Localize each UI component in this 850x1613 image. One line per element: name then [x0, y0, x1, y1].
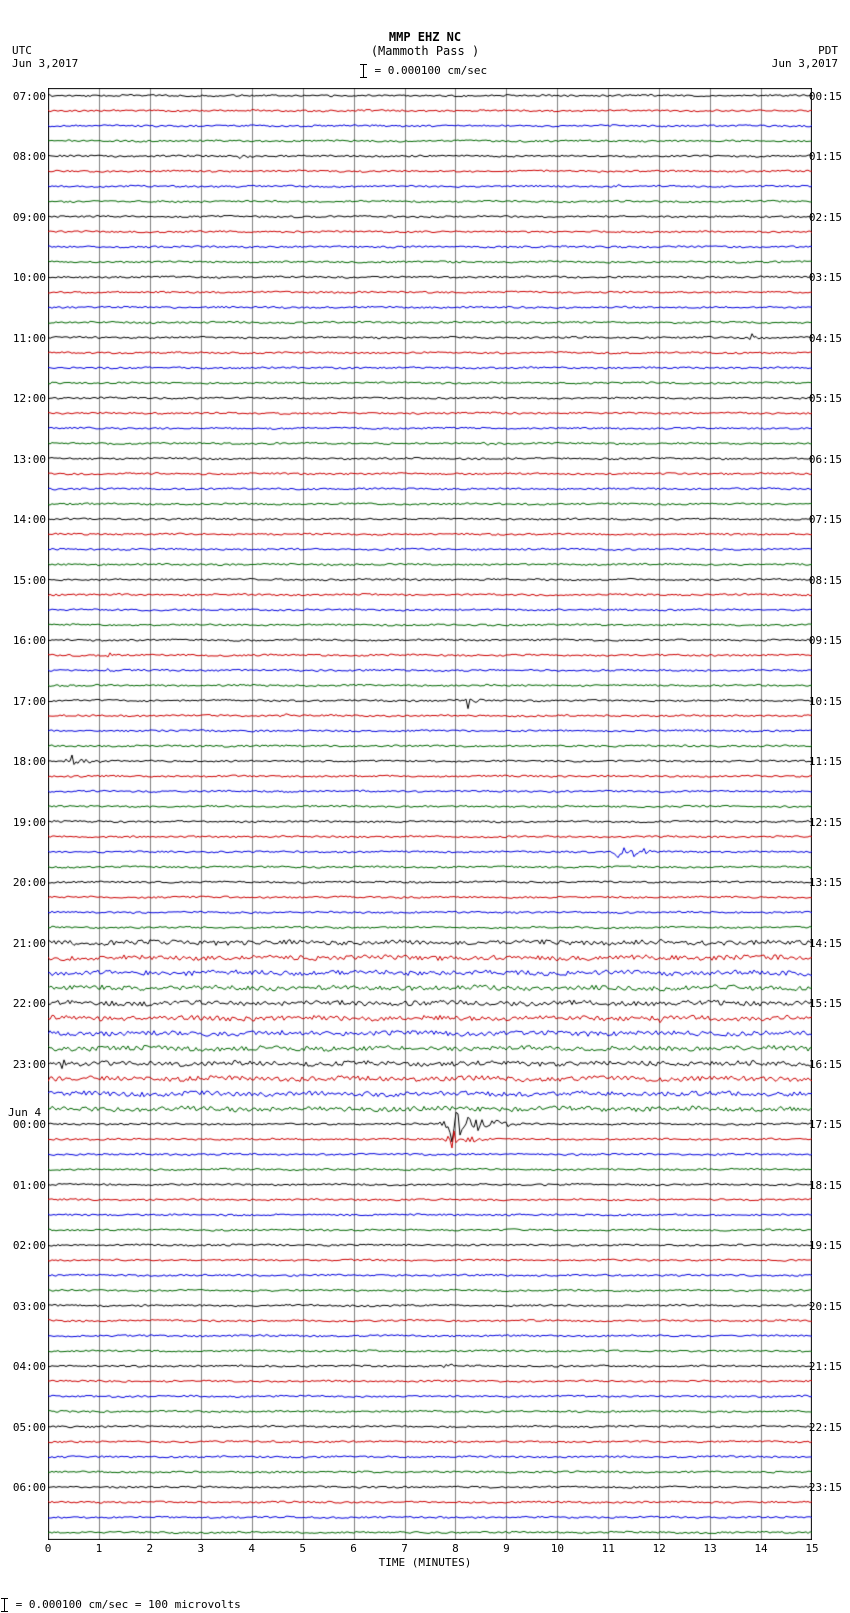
- pdt-time-label: 16:15: [809, 1058, 842, 1071]
- seismogram-canvas: [48, 88, 812, 1540]
- x-tick-label: 3: [197, 1542, 204, 1555]
- pdt-time-label: 15:15: [809, 997, 842, 1010]
- utc-time-label: 22:00: [8, 997, 46, 1010]
- pdt-time-label: 02:15: [809, 211, 842, 224]
- x-tick-label: 11: [602, 1542, 615, 1555]
- x-tick-label: 13: [704, 1542, 717, 1555]
- utc-time-label: 03:00: [8, 1300, 46, 1313]
- station-code: MMP EHZ NC: [0, 30, 850, 44]
- x-tick-label: 0: [45, 1542, 52, 1555]
- tz-left-name: UTC: [12, 44, 78, 57]
- pdt-time-label: 01:15: [809, 150, 842, 163]
- pdt-time-label: 14:15: [809, 937, 842, 950]
- utc-time-label: 05:00: [8, 1421, 46, 1434]
- utc-time-label: 20:00: [8, 876, 46, 889]
- utc-time-label: 02:00: [8, 1239, 46, 1252]
- utc-time-label: 00:00: [8, 1118, 46, 1131]
- x-axis-label: TIME (MINUTES): [0, 1556, 850, 1569]
- seismogram-page: MMP EHZ NC (Mammoth Pass ) = 0.000100 cm…: [0, 0, 850, 1613]
- tz-right: PDT Jun 3,2017: [772, 44, 838, 70]
- utc-time-label: 06:00: [8, 1481, 46, 1494]
- pdt-time-label: 23:15: [809, 1481, 842, 1494]
- pdt-time-label: 18:15: [809, 1179, 842, 1192]
- utc-time-label: 16:00: [8, 634, 46, 647]
- footer-scale-note: = 0.000100 cm/sec = 100 microvolts: [4, 1598, 241, 1612]
- utc-time-label: 23:00: [8, 1058, 46, 1071]
- scale-text: = 0.000100 cm/sec: [375, 64, 488, 77]
- station-location: (Mammoth Pass ): [0, 44, 850, 58]
- utc-time-label: 14:00: [8, 513, 46, 526]
- x-tick-label: 9: [503, 1542, 510, 1555]
- pdt-time-label: 06:15: [809, 453, 842, 466]
- header: MMP EHZ NC (Mammoth Pass ): [0, 30, 850, 58]
- x-tick-label: 14: [754, 1542, 767, 1555]
- x-tick-label: 2: [147, 1542, 154, 1555]
- utc-time-label: 07:00: [8, 90, 46, 103]
- x-tick-label: 12: [653, 1542, 666, 1555]
- pdt-time-label: 21:15: [809, 1360, 842, 1373]
- utc-time-label: 11:00: [8, 332, 46, 345]
- utc-time-label: 08:00: [8, 150, 46, 163]
- utc-time-label: 12:00: [8, 392, 46, 405]
- tz-right-date: Jun 3,2017: [772, 57, 838, 70]
- utc-time-label: 17:00: [8, 695, 46, 708]
- pdt-time-label: 04:15: [809, 332, 842, 345]
- x-tick-label: 8: [452, 1542, 459, 1555]
- tz-left: UTC Jun 3,2017: [12, 44, 78, 70]
- utc-time-label: 18:00: [8, 755, 46, 768]
- utc-time-label: 21:00: [8, 937, 46, 950]
- utc-time-label: 04:00: [8, 1360, 46, 1373]
- pdt-time-label: 22:15: [809, 1421, 842, 1434]
- pdt-time-label: 10:15: [809, 695, 842, 708]
- scale-bar-icon: [363, 64, 364, 78]
- utc-time-label: 01:00: [8, 1179, 46, 1192]
- utc-time-label: 13:00: [8, 453, 46, 466]
- pdt-time-label: 05:15: [809, 392, 842, 405]
- pdt-time-label: 11:15: [809, 755, 842, 768]
- x-tick-label: 1: [96, 1542, 103, 1555]
- utc-time-label: 09:00: [8, 211, 46, 224]
- x-tick-label: 5: [299, 1542, 306, 1555]
- pdt-time-label: 20:15: [809, 1300, 842, 1313]
- tz-left-date: Jun 3,2017: [12, 57, 78, 70]
- pdt-time-label: 13:15: [809, 876, 842, 889]
- plot-area: [48, 88, 812, 1540]
- pdt-time-label: 17:15: [809, 1118, 842, 1131]
- pdt-time-label: 12:15: [809, 816, 842, 829]
- utc-time-label: 15:00: [8, 574, 46, 587]
- tz-right-name: PDT: [772, 44, 838, 57]
- amplitude-scale: = 0.000100 cm/sec: [0, 64, 850, 78]
- scale-bar-icon: [4, 1598, 5, 1612]
- pdt-time-label: 00:15: [809, 90, 842, 103]
- utc-time-label: 19:00: [8, 816, 46, 829]
- utc-time-label: 10:00: [8, 271, 46, 284]
- x-tick-label: 4: [248, 1542, 255, 1555]
- pdt-time-label: 07:15: [809, 513, 842, 526]
- pdt-time-label: 03:15: [809, 271, 842, 284]
- x-tick-label: 6: [350, 1542, 357, 1555]
- x-tick-label: 10: [551, 1542, 564, 1555]
- date-break-label: Jun 4: [8, 1106, 41, 1119]
- footer-note-text: = 0.000100 cm/sec = 100 microvolts: [16, 1598, 241, 1611]
- pdt-time-label: 08:15: [809, 574, 842, 587]
- pdt-time-label: 19:15: [809, 1239, 842, 1252]
- pdt-time-label: 09:15: [809, 634, 842, 647]
- x-tick-label: 7: [401, 1542, 408, 1555]
- x-tick-label: 15: [805, 1542, 818, 1555]
